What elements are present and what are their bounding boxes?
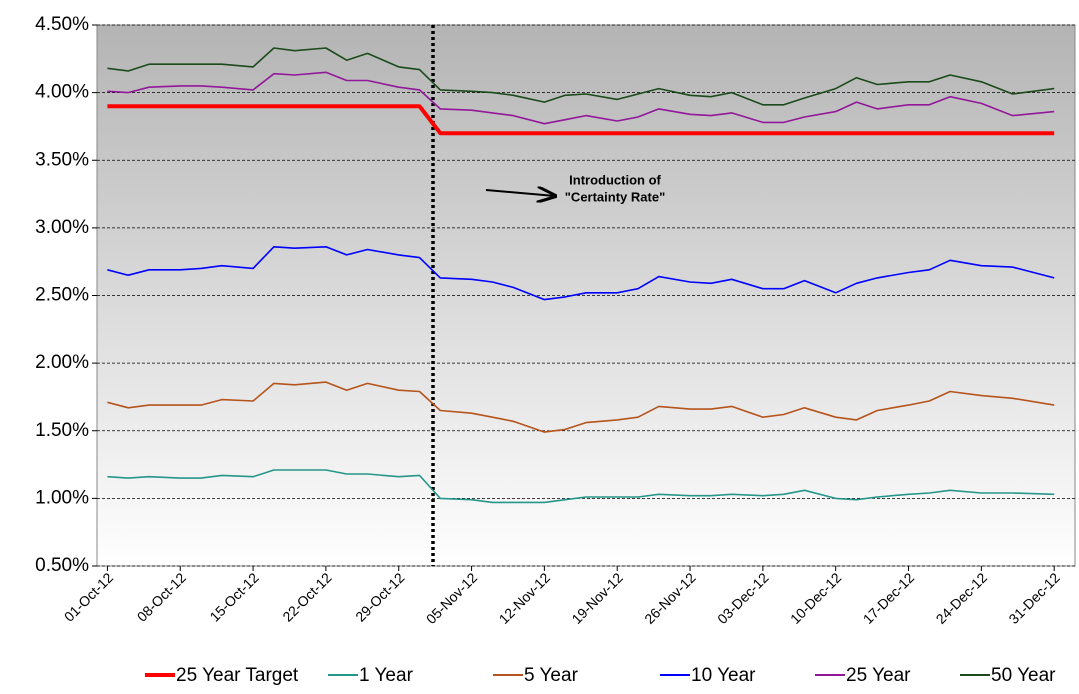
y-tick-label: 1.00% xyxy=(35,487,89,508)
x-tick-label: 08-Oct-12 xyxy=(134,569,189,624)
annotation: Introduction of xyxy=(569,172,661,187)
y-tick-label: 1.50% xyxy=(35,420,89,441)
legend-label: 5 Year xyxy=(524,665,579,686)
x-tick-label: 15-Oct-12 xyxy=(206,569,261,624)
x-tick-label: 12-Nov-12 xyxy=(496,569,554,627)
x-tick-label: 03-Dec-12 xyxy=(714,569,772,627)
series-line xyxy=(107,381,1055,433)
y-tick-label: 0.50% xyxy=(35,555,89,576)
x-tick-label: 26-Nov-12 xyxy=(641,569,699,627)
annotation-arrow xyxy=(485,190,555,196)
legend-label: 1 Year xyxy=(359,665,414,686)
series-line xyxy=(107,47,1055,106)
y-tick-label: 4.50% xyxy=(35,14,89,35)
x-tick-label: 10-Dec-12 xyxy=(787,569,845,627)
x-tick-label: 29-Oct-12 xyxy=(352,569,407,624)
y-tick-label: 2.00% xyxy=(35,352,89,373)
y-tick-label: 2.50% xyxy=(35,285,89,306)
annotation: "Certainty Rate" xyxy=(565,189,665,204)
y-tick-label: 3.50% xyxy=(35,149,89,170)
x-tick-label: 19-Nov-12 xyxy=(568,569,626,627)
x-tick-label: 05-Nov-12 xyxy=(423,569,481,627)
series-line xyxy=(107,469,1055,504)
x-tick-label: 31-Dec-12 xyxy=(1005,569,1063,627)
x-tick-label: 01-Oct-12 xyxy=(61,569,116,624)
series-line xyxy=(107,104,1055,136)
legend-label: 25 Year xyxy=(846,665,911,686)
x-tick-label: 17-Dec-12 xyxy=(860,569,918,627)
y-tick-label: 3.00% xyxy=(35,217,89,238)
series-line xyxy=(107,246,1055,301)
x-tick-label: 24-Dec-12 xyxy=(933,569,991,627)
x-tick-label: 22-Oct-12 xyxy=(279,569,334,624)
series-line xyxy=(107,71,1055,125)
y-tick-label: 4.00% xyxy=(35,82,89,103)
legend-label: 10 Year xyxy=(691,665,756,686)
legend-label: 25 Year Target xyxy=(176,665,299,686)
legend-label: 50 Year xyxy=(991,665,1056,686)
